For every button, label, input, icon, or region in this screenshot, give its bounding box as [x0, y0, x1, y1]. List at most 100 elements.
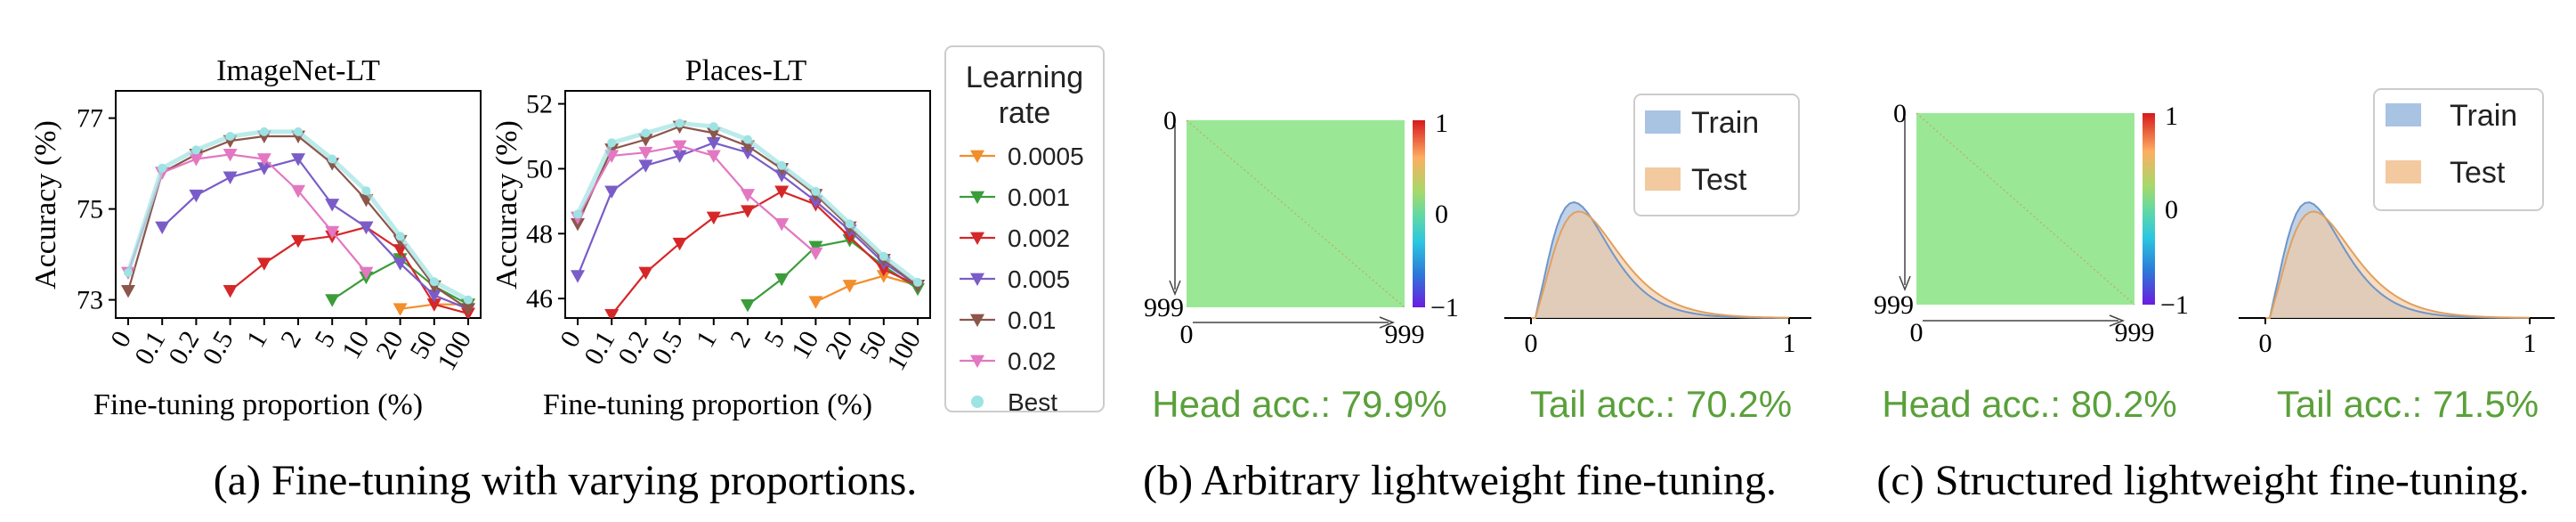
- legend-item-0.002: 0.002: [960, 224, 1070, 252]
- data-point: [571, 270, 585, 283]
- legend-item-Best: Best: [971, 388, 1057, 416]
- y-tick-start: 0: [1163, 106, 1177, 135]
- data-point: [256, 257, 271, 271]
- data-point: [225, 132, 235, 141]
- legend-marker: [970, 355, 984, 368]
- histogram-structured: 0 1 Train Test Tail acc.: 71.5%: [2239, 88, 2555, 425]
- colorbar-tick-mid: 0: [1435, 200, 1448, 229]
- histogram-areas: [1531, 200, 1790, 319]
- data-point: [124, 268, 133, 277]
- data-point: [808, 247, 823, 261]
- x-tick-label: 0.5: [197, 326, 239, 370]
- x-tick-end: 999: [2115, 318, 2155, 347]
- x-axis-label: Fine-tuning proportion (%): [543, 388, 872, 421]
- data-point: [291, 184, 305, 199]
- data-point: [811, 186, 821, 196]
- data-point: [709, 122, 718, 132]
- legend-item-0.005: 0.005: [960, 265, 1070, 293]
- data-point: [426, 290, 441, 303]
- legend-item-0.001: 0.001: [960, 184, 1070, 211]
- x-tick-end: 1: [1783, 329, 1796, 358]
- x-tick-label: 1: [691, 326, 723, 352]
- legend-marker: [970, 314, 984, 327]
- x-tick-end: 1: [2523, 329, 2537, 358]
- legend-marker: [970, 232, 984, 245]
- x-tick-label: 2: [275, 326, 307, 352]
- data-point: [259, 126, 269, 136]
- colorbar: [1413, 120, 1425, 307]
- legend-swatch-train: [1645, 110, 1681, 134]
- data-point: [361, 186, 371, 196]
- tail-accuracy: Tail acc.: 71.5%: [2277, 383, 2539, 425]
- legend-marker: [970, 191, 984, 204]
- series-line: [611, 190, 919, 316]
- plot-frame: [115, 90, 482, 319]
- heatmap-matrix: [1916, 113, 2135, 305]
- data-point: [706, 126, 721, 141]
- data-point: [842, 280, 857, 293]
- data-point: [328, 154, 337, 164]
- x-tick-start: 0: [1910, 318, 1924, 347]
- x-tick-label: 10: [336, 326, 376, 363]
- caption-b: (b) Arbitrary lightweight fine-tuning.: [1143, 457, 1777, 504]
- heatmap-arbitrary: 0 999 0 999 1 0 −1 Head acc.: 79.9%: [1144, 106, 1459, 425]
- data-point: [913, 277, 922, 287]
- colorbar-tick-bottom: −1: [2160, 290, 2189, 320]
- caption-c: (c) Structured lightweight fine-tuning.: [1876, 457, 2529, 504]
- series-0.001: [741, 234, 925, 313]
- data-point: [641, 128, 651, 138]
- y-tick-label: 52: [526, 90, 553, 119]
- x-tick-label: 0.2: [612, 326, 654, 370]
- head-accuracy: Head acc.: 80.2%: [1882, 383, 2177, 425]
- legend-marker: [970, 273, 984, 286]
- data-point: [291, 234, 305, 249]
- test-kde: [2265, 210, 2531, 319]
- x-axis-label: Fine-tuning proportion (%): [93, 388, 423, 421]
- y-tick-label: 73: [77, 286, 103, 315]
- series-line: [126, 153, 368, 273]
- data-point: [464, 295, 473, 305]
- data-point: [429, 277, 439, 287]
- legend-marker: [970, 150, 984, 163]
- legend-swatch-train: [2386, 103, 2421, 126]
- heatmap-diagonal: [1186, 119, 1405, 308]
- legend-learning-rate: Learning rate 0.00050.0010.0020.0050.010…: [944, 45, 1105, 416]
- head-accuracy: Head acc.: 79.9%: [1152, 383, 1447, 425]
- legend-label: 0.001: [1008, 184, 1070, 211]
- data-point: [743, 135, 752, 144]
- legend-item-0.02: 0.02: [960, 347, 1057, 375]
- series-line: [747, 239, 919, 306]
- legend-swatch-test: [1645, 167, 1681, 191]
- legend-items: 0.0005 0.001 0.002 0.005 0.01 0.02 Best: [960, 143, 1084, 416]
- data-point: [325, 294, 340, 307]
- data-point: [155, 221, 170, 234]
- data-point: [359, 221, 374, 234]
- x-tick-start: 0: [1525, 329, 1538, 358]
- y-arrow-head: [1169, 280, 1181, 297]
- x-tick-label: 100: [881, 326, 927, 375]
- data-point: [393, 244, 408, 257]
- data-point: [741, 205, 755, 218]
- data-point: [876, 263, 891, 277]
- data-point: [638, 134, 653, 147]
- legend-title-line2: rate: [999, 96, 1051, 130]
- data-point: [607, 138, 617, 148]
- x-tick-label: 2: [725, 326, 757, 352]
- data-point: [461, 303, 475, 316]
- legend-item-0.0005: 0.0005: [960, 143, 1084, 170]
- data-point: [325, 199, 340, 212]
- series-Best: [124, 126, 473, 305]
- y-tick-end: 999: [1874, 290, 1914, 320]
- legend-item-0.01: 0.01: [960, 306, 1057, 334]
- test-distribution: [2265, 211, 2530, 318]
- y-tick-start: 0: [1893, 99, 1907, 128]
- data-point: [845, 219, 855, 229]
- data-point: [808, 241, 823, 254]
- y-tick-label: 77: [77, 104, 103, 134]
- legend-label: 0.0005: [1008, 143, 1084, 170]
- series-group: [571, 118, 925, 318]
- series-line: [161, 158, 469, 310]
